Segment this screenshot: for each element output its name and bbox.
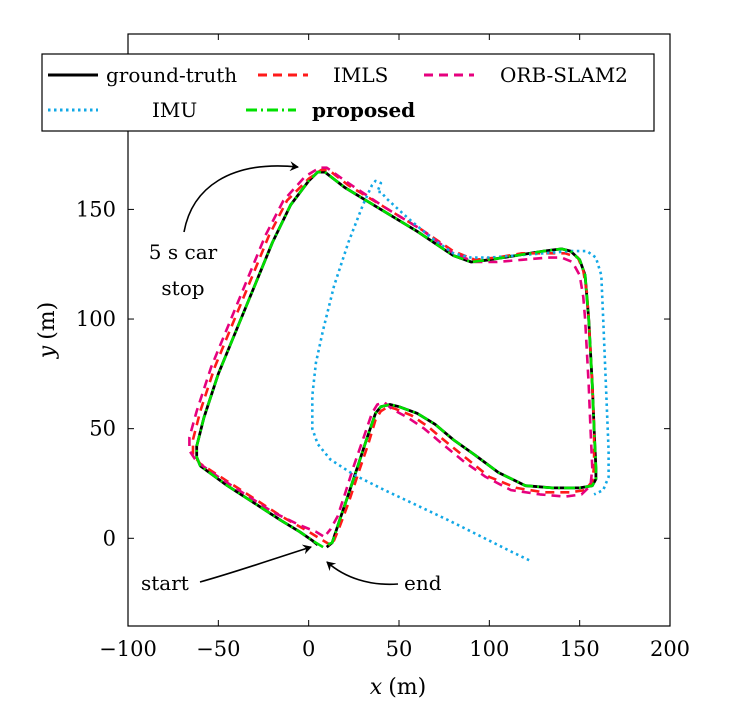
y-axis-label: y(m)	[35, 302, 60, 359]
legend-label-imu: IMU	[152, 98, 197, 122]
x-tick-label: 100	[469, 637, 509, 661]
end-arrow	[326, 561, 399, 586]
stop-annotation-line2: stop	[161, 276, 204, 300]
x-tick-label: 200	[650, 637, 690, 661]
series-imls-line	[191, 168, 596, 547]
series-imu-line	[310, 179, 610, 562]
annotations: 5 s car stop start end	[141, 161, 442, 595]
x-axis-label: x (m)	[370, 675, 426, 700]
y-tick-label: 0	[103, 526, 116, 550]
x-tick-label: 150	[560, 637, 600, 661]
legend-label-imls: IMLS	[333, 63, 388, 87]
axis-labels: x (m) y(m)	[35, 302, 426, 700]
legend-label-orb: ORB-SLAM2	[500, 63, 628, 87]
legend: ground-truth IMLS ORB-SLAM2 IMU proposed	[41, 53, 655, 132]
stop-arrow	[183, 161, 299, 233]
series-orb-line	[188, 166, 594, 538]
stop-annotation-line1: 5 s car	[149, 240, 218, 264]
legend-label-gt: ground-truth	[106, 63, 237, 87]
x-tick-label: −100	[99, 637, 157, 661]
legend-label-proposed: proposed	[312, 98, 415, 122]
start-arrow	[199, 544, 312, 583]
y-tick-label: 100	[76, 307, 116, 331]
y-tick-label: 50	[89, 417, 116, 441]
series-layer	[188, 166, 610, 562]
end-annotation: end	[404, 571, 442, 595]
x-tick-label: 50	[386, 637, 413, 661]
legend-box	[41, 53, 655, 132]
series-proposed-line	[195, 170, 598, 549]
x-tick-label: 0	[302, 637, 315, 661]
start-annotation: start	[141, 571, 189, 595]
x-tick-label: −50	[196, 637, 240, 661]
y-tick-label: 150	[76, 197, 116, 221]
axis-ticks: −100 −50 0 50 100 150 200 0 50 100 150	[76, 34, 690, 661]
